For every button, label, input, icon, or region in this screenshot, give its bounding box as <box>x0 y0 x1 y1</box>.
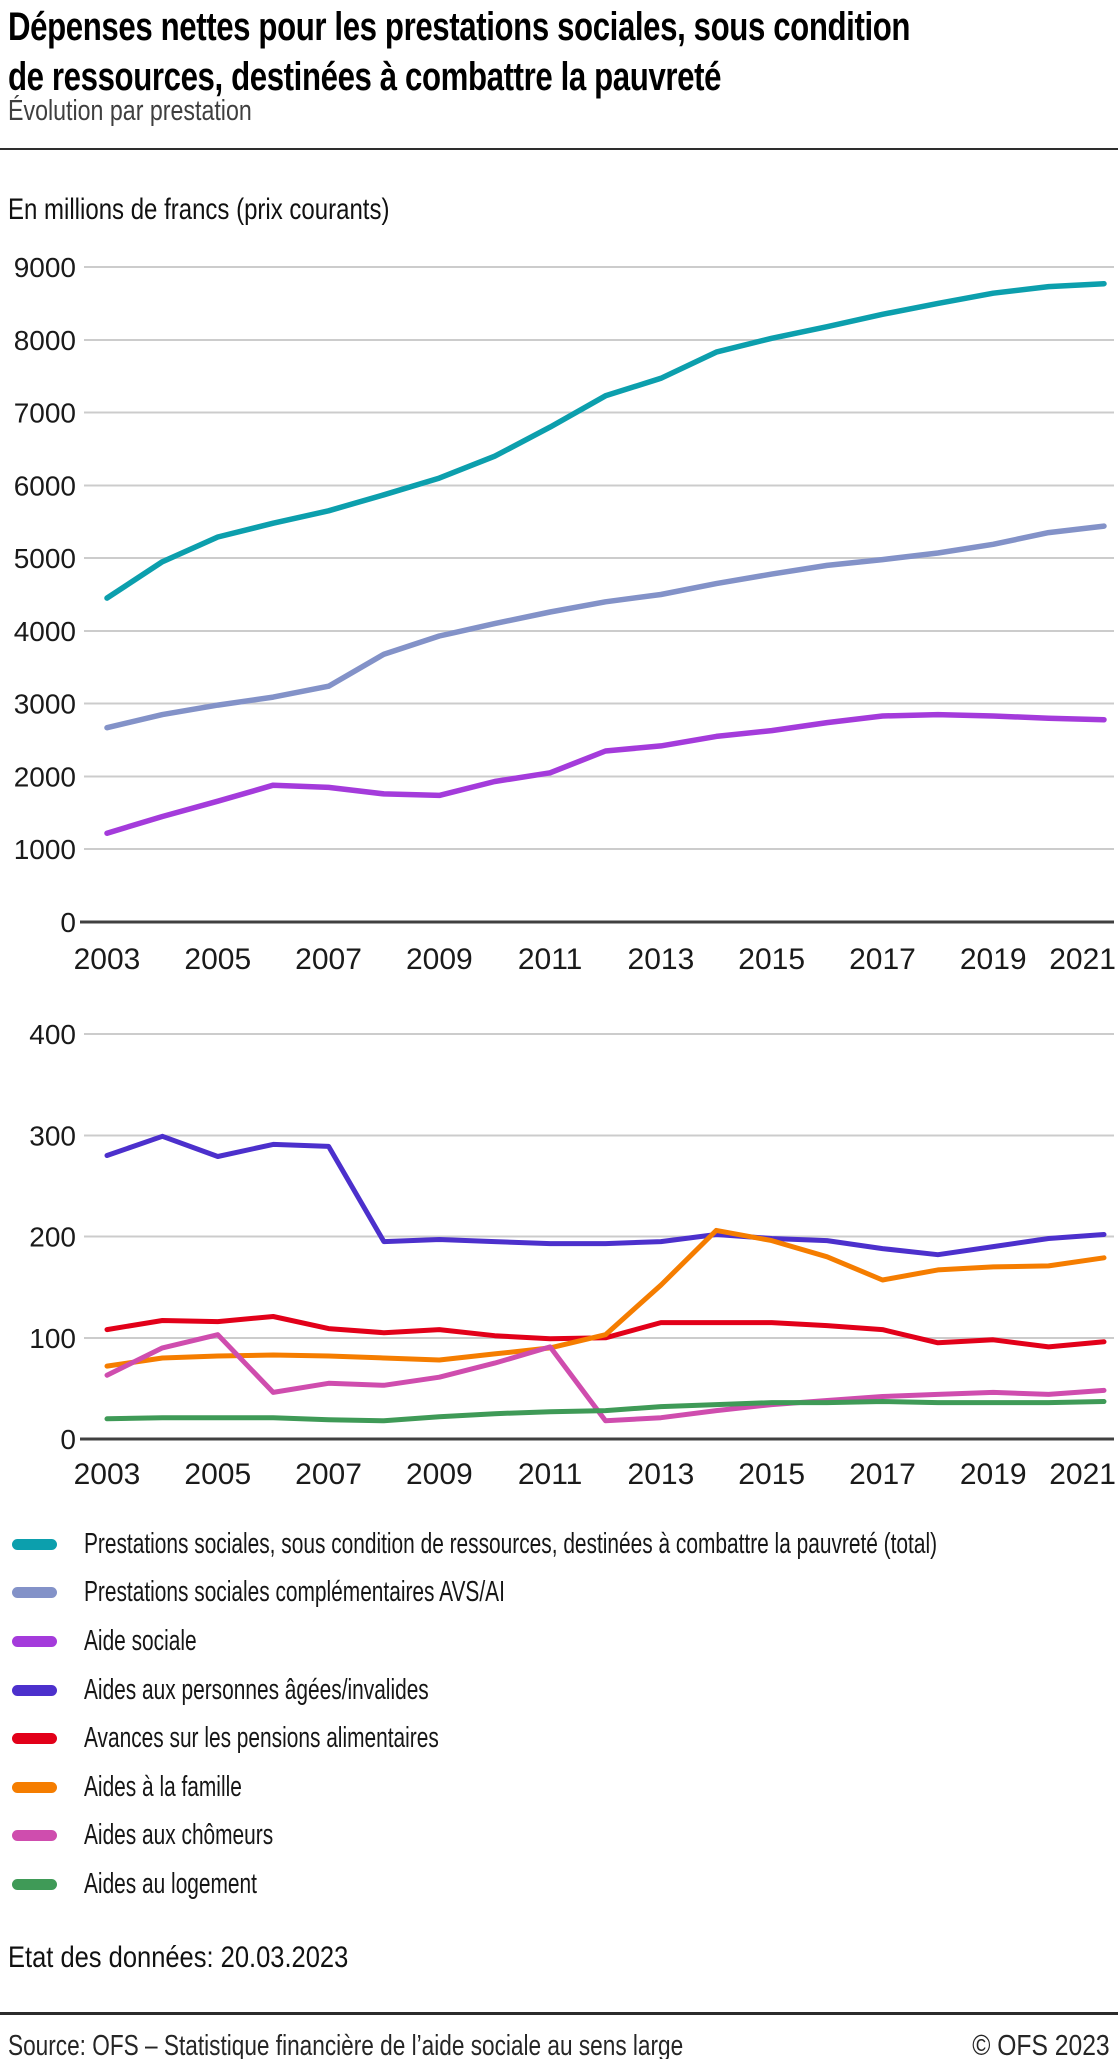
legend-swatch <box>12 1781 57 1793</box>
chart-legend: Prestations sociales, sous condition de … <box>12 1520 1118 1909</box>
x-tick-label: 2019 <box>960 1458 1027 1491</box>
x-tick-label: 2013 <box>628 943 695 976</box>
y-tick-label: 100 <box>29 1323 76 1354</box>
x-tick-label: 2019 <box>960 943 1027 976</box>
y-tick-label: 300 <box>29 1120 76 1151</box>
x-tick-label: 2021 <box>1049 943 1116 976</box>
y-tick-label: 0 <box>60 1424 76 1455</box>
series-line-agees-invalides <box>104 1133 1107 1258</box>
footer-divider <box>0 2012 1118 2015</box>
legend-label: Avances sur les pensions alimentaires <box>84 1722 439 1755</box>
y-tick-label: 2000 <box>14 761 76 792</box>
top-chart-svg: 0 1000 2000 3000 4000 5000 6000 7000 8000 9000 200… <box>14 252 1116 976</box>
legend-item: Aides au logement <box>12 1860 1118 1909</box>
series-line-famille <box>104 1227 1107 1369</box>
x-tick-label: 2005 <box>184 1458 251 1491</box>
x-tick-label: 2003 <box>74 943 141 976</box>
x-tick-label: 2005 <box>184 943 251 976</box>
legend-swatch <box>12 1587 57 1599</box>
y-tick-label: 5000 <box>14 543 76 574</box>
footer-source-row: Source: OFS – Statistique financière de … <box>8 2030 1110 2059</box>
x-tick-label: 2003 <box>74 1458 141 1491</box>
series-line-pensions-alimentaires <box>104 1314 1107 1350</box>
page-title: Dépenses nettes pour les prestations soc… <box>8 2 1118 102</box>
legend-label: Aides aux chômeurs <box>84 1819 274 1852</box>
legend-label: Prestations sociales complémentaires AVS… <box>84 1576 505 1609</box>
legend-swatch <box>12 1635 57 1647</box>
legend-label: Prestations sociales, sous condition de … <box>84 1527 938 1560</box>
legend-swatch <box>12 1684 57 1696</box>
y-tick-label: 7000 <box>14 398 76 429</box>
x-tick-label: 2007 <box>295 1458 362 1491</box>
copyright-text: © OFS 2023 <box>972 2030 1110 2059</box>
bottom-chart-svg: 0 100 200 300 400 2003 2005 2007 2009 2011 2013 201… <box>29 1019 1116 1491</box>
x-tick-label: 2007 <box>295 943 362 976</box>
legend-label: Aides à la famille <box>84 1770 242 1803</box>
y-tick-label: 3000 <box>14 689 76 720</box>
series-line-total <box>104 280 1107 601</box>
y-tick-label: 200 <box>29 1222 76 1253</box>
y-tick-label: 400 <box>29 1019 76 1050</box>
x-tick-label: 2017 <box>849 943 916 976</box>
legend-item: Prestations sociales, sous condition de … <box>12 1520 1118 1569</box>
y-tick-label: 4000 <box>14 616 76 647</box>
header-divider <box>0 148 1118 150</box>
x-tick-label: 2013 <box>628 1458 695 1491</box>
page-title-line-1: Dépenses nettes pour les prestations soc… <box>8 5 911 49</box>
legend-swatch <box>12 1733 57 1745</box>
series-line-aide-sociale <box>104 711 1107 836</box>
axis-unit-label: En millions de francs (prix courants) <box>8 193 390 226</box>
legend-label: Aide sociale <box>84 1624 197 1657</box>
legend-item: Aides aux chômeurs <box>12 1812 1118 1861</box>
legend-item: Aide sociale <box>12 1617 1118 1666</box>
source-text: Source: OFS – Statistique financière de … <box>8 2030 684 2059</box>
x-tick-label: 2011 <box>518 1458 583 1491</box>
legend-item: Avances sur les pensions alimentaires <box>12 1714 1118 1763</box>
x-tick-label: 2009 <box>406 943 473 976</box>
y-tick-label: 0 <box>60 907 76 938</box>
legend-label: Aides au logement <box>84 1867 257 1900</box>
y-tick-label: 9000 <box>14 252 76 283</box>
x-tick-label: 2011 <box>518 943 583 976</box>
legend-item: Aides à la famille <box>12 1763 1118 1812</box>
x-tick-label: 2021 <box>1049 1458 1116 1491</box>
y-tick-label: 6000 <box>14 470 76 501</box>
x-tick-label: 2015 <box>738 943 805 976</box>
legend-item: Prestations sociales complémentaires AVS… <box>12 1569 1118 1618</box>
page-subtitle: Évolution par prestation <box>8 95 252 127</box>
page-title-line-2: de ressources, destinées à combattre la … <box>8 55 722 99</box>
series-line-logement <box>104 1399 1107 1424</box>
legend-swatch <box>12 1878 57 1890</box>
legend-swatch <box>12 1538 57 1550</box>
x-tick-label: 2009 <box>406 1458 473 1491</box>
legend-swatch <box>12 1830 57 1842</box>
series-line-chomeurs <box>104 1332 1107 1424</box>
legend-label: Aides aux personnes âgées/invalides <box>84 1673 429 1706</box>
legend-item: Aides aux personnes âgées/invalides <box>12 1666 1118 1715</box>
y-tick-label: 1000 <box>14 834 76 865</box>
y-tick-label: 8000 <box>14 325 76 356</box>
data-status: Etat des données: 20.03.2023 <box>8 1941 349 1974</box>
x-tick-label: 2015 <box>738 1458 805 1491</box>
series-line-pc-avs-ai <box>104 523 1107 731</box>
x-tick-label: 2017 <box>849 1458 916 1491</box>
